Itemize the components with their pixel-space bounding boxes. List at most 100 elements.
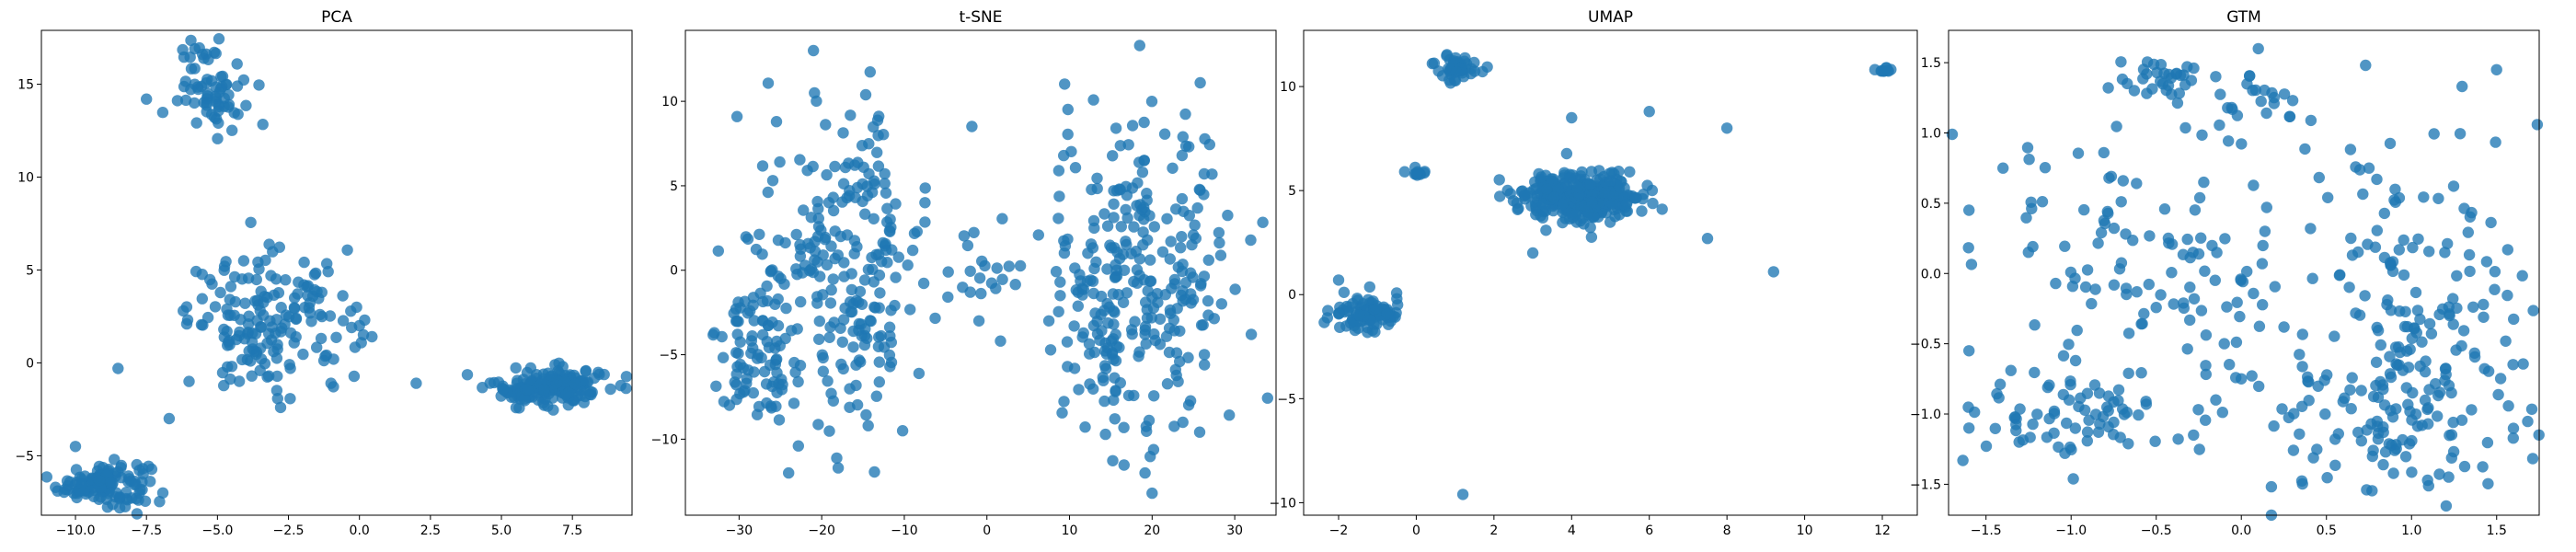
data-point — [2371, 321, 2383, 334]
data-point — [2268, 91, 2280, 104]
data-point — [1641, 179, 1653, 191]
y-tick-label: −5 — [659, 349, 678, 363]
data-point — [864, 66, 876, 78]
data-point — [298, 256, 310, 269]
data-point — [1112, 289, 1124, 301]
data-point — [1052, 165, 1065, 177]
data-point — [209, 301, 222, 313]
data-point — [236, 353, 248, 366]
x-tick-label: 0.0 — [2231, 523, 2251, 538]
data-point — [569, 378, 581, 390]
data-point — [233, 375, 246, 387]
data-point — [178, 305, 190, 317]
data-point — [1095, 308, 1107, 321]
data-point — [1338, 286, 1351, 298]
data-point — [578, 397, 590, 408]
data-point — [1072, 300, 1085, 312]
data-point — [827, 204, 840, 217]
data-point — [171, 95, 184, 107]
data-point — [1139, 324, 1151, 336]
axes-frame — [684, 29, 1277, 516]
data-point — [2128, 85, 2141, 97]
data-point — [1132, 177, 1144, 189]
data-point — [2131, 178, 2143, 190]
data-point — [2141, 56, 2154, 68]
data-point — [1468, 56, 1480, 69]
data-point — [1165, 307, 1177, 319]
data-point — [2490, 63, 2502, 76]
x-tick-label: 12 — [1874, 523, 1891, 538]
data-point — [1191, 201, 1203, 214]
data-point — [2287, 444, 2300, 456]
data-point — [237, 255, 250, 267]
y-tick-label: 10 — [17, 171, 34, 186]
data-point — [1143, 414, 1156, 427]
data-point — [131, 458, 143, 471]
x-tick-label: 10 — [1797, 523, 1813, 538]
data-point — [1108, 305, 1120, 317]
data-point — [163, 412, 176, 425]
x-tick-label: −5.0 — [201, 523, 233, 538]
data-point — [832, 249, 844, 261]
data-point — [62, 484, 74, 496]
y-tick-label: 0 — [26, 356, 34, 371]
data-point — [2423, 317, 2436, 330]
data-point — [2531, 119, 2544, 131]
data-point — [1398, 166, 1411, 178]
data-point — [2127, 235, 2139, 247]
data-point — [1584, 178, 1596, 190]
data-point — [2248, 179, 2260, 191]
x-tick-label: 1.0 — [2401, 523, 2421, 538]
data-point — [2384, 368, 2397, 380]
data-point — [1175, 242, 1187, 254]
data-point — [872, 130, 884, 142]
data-point — [1177, 259, 1189, 270]
data-point — [301, 281, 313, 293]
data-point — [2235, 273, 2247, 285]
data-point — [845, 305, 858, 318]
data-point — [1110, 385, 1121, 397]
data-point — [873, 269, 886, 282]
data-point — [2081, 387, 2094, 399]
data-point — [1179, 140, 1192, 152]
scatter-points — [1946, 42, 2545, 522]
data-point — [2200, 414, 2212, 426]
data-point — [213, 33, 225, 45]
data-point — [1144, 275, 1157, 287]
data-point — [2400, 382, 2412, 394]
data-point — [2278, 88, 2291, 100]
data-point — [829, 225, 841, 237]
data-point — [2181, 233, 2193, 246]
data-point — [216, 366, 229, 379]
data-point — [811, 256, 823, 268]
data-point — [585, 388, 597, 401]
data-point — [1136, 167, 1149, 178]
data-point — [2020, 212, 2032, 224]
data-point — [756, 248, 768, 260]
data-point — [821, 168, 833, 181]
data-point — [2098, 214, 2110, 226]
data-point — [908, 227, 921, 239]
data-point — [2144, 230, 2156, 242]
data-point — [201, 311, 214, 324]
data-point — [1206, 168, 1218, 180]
data-point — [218, 331, 230, 343]
data-point — [839, 161, 852, 174]
data-point — [410, 377, 422, 389]
data-point — [1224, 409, 1236, 421]
data-point — [1145, 96, 1158, 108]
data-point — [1215, 298, 1228, 310]
data-point — [732, 296, 744, 308]
data-point — [2081, 426, 2094, 438]
data-point — [1145, 312, 1158, 324]
data-point — [112, 466, 124, 478]
data-point — [850, 379, 862, 392]
data-point — [2296, 400, 2308, 412]
data-point — [766, 175, 779, 187]
data-point — [519, 393, 531, 405]
data-point — [811, 297, 823, 309]
data-point — [708, 327, 720, 339]
data-point — [2188, 429, 2200, 442]
data-point — [1194, 76, 1206, 89]
data-point — [972, 315, 985, 327]
